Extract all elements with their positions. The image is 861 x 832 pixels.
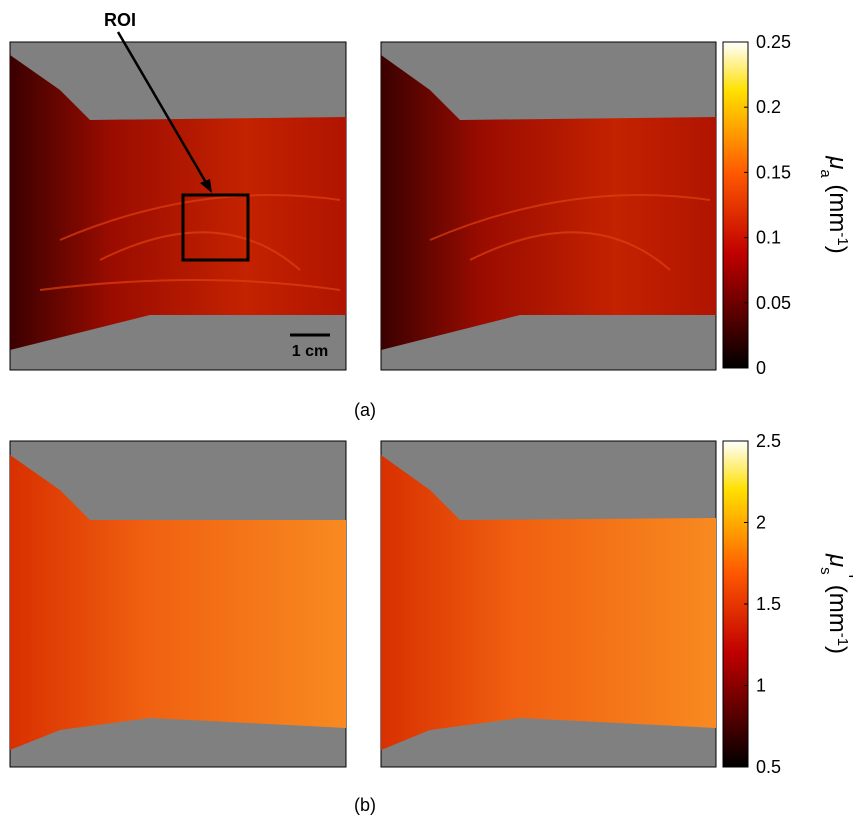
label-part: μ	[824, 155, 851, 169]
tick-label: 0.1	[756, 228, 781, 248]
label-part: (mm	[824, 178, 851, 233]
tick-label: 0.2	[756, 97, 781, 117]
tick-label: 0.25	[756, 32, 791, 52]
label-part: (mm	[824, 578, 851, 633]
label-part: '	[836, 575, 856, 578]
image-a-right	[380, 41, 717, 371]
colorbar-label: μs' (mm-1)	[818, 553, 857, 654]
scale-bar-label: 1 cm	[292, 343, 328, 360]
label-part: )	[824, 246, 851, 254]
colorbar	[722, 41, 749, 369]
panel-label: (b)	[354, 795, 376, 815]
tick-label: 1	[756, 676, 766, 696]
panel-label: (a)	[354, 400, 376, 420]
tick-label: 0.15	[756, 162, 791, 182]
tick-label: 2	[756, 513, 766, 533]
label-part: -1	[835, 232, 852, 245]
image-b-left	[9, 440, 347, 768]
label-part: μ	[824, 553, 851, 567]
label-part: s	[818, 567, 835, 575]
roi-label: ROI	[104, 10, 136, 30]
label-part: a	[818, 169, 835, 178]
image-a-left	[9, 31, 347, 371]
label-part: -1	[835, 633, 852, 646]
tick-label: 0	[756, 358, 766, 378]
colorbar-label: μa (mm-1)	[818, 155, 852, 254]
tick-label: 0.5	[756, 757, 781, 777]
tick-label: 0.05	[756, 293, 791, 313]
image-b-right	[380, 440, 717, 768]
tick-label: 2.5	[756, 431, 781, 451]
tick-label: 1.5	[756, 594, 781, 614]
label-part: )	[824, 646, 851, 654]
